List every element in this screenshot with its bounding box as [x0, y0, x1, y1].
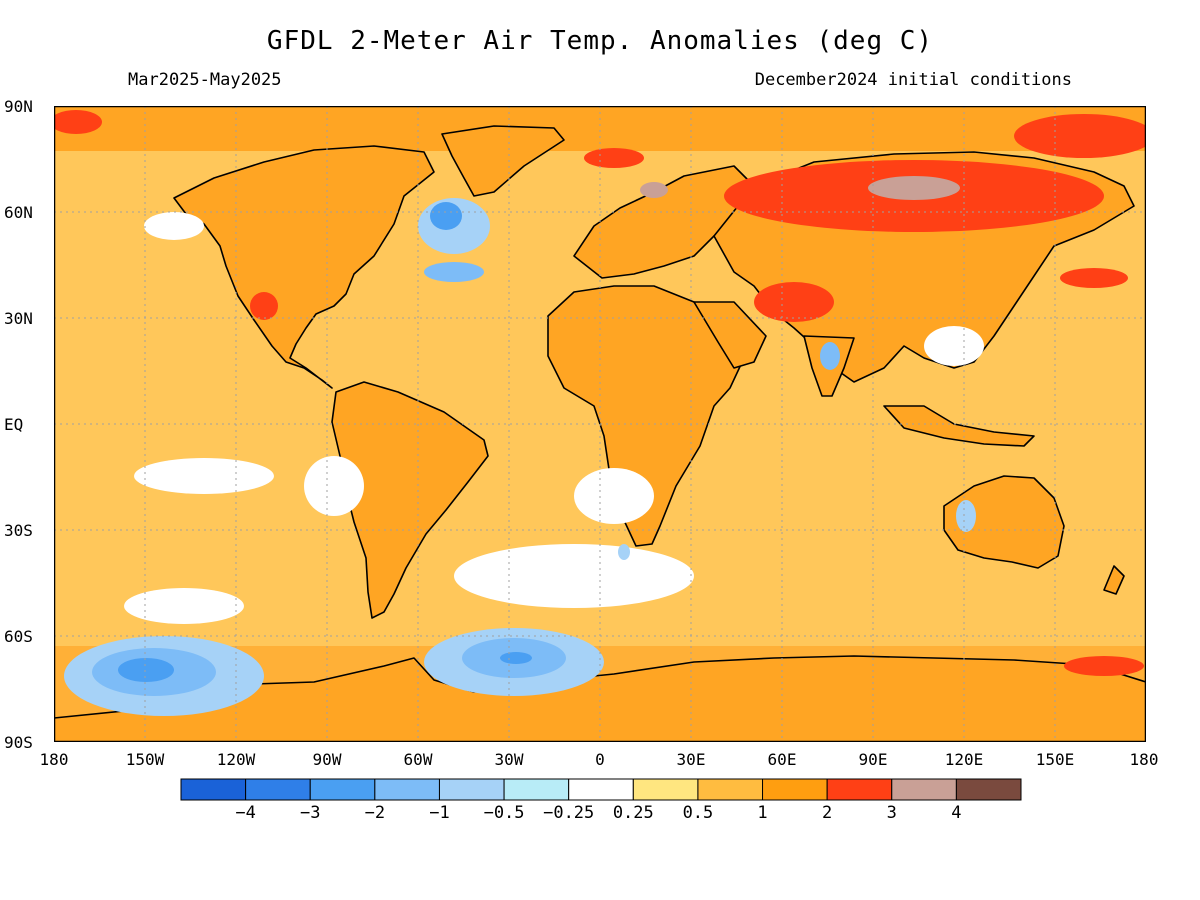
colorbar-tick-label: 3: [886, 803, 897, 823]
africa: [547, 285, 745, 547]
lon-label-120e: 120E: [944, 750, 984, 769]
neutral-south-atlantic: [454, 544, 694, 608]
arabian-peninsula: [693, 301, 767, 369]
lon-label-180e: 180: [1129, 750, 1159, 769]
colorbar-tick-label: 2: [822, 803, 833, 823]
lon-label-180w: 180: [39, 750, 69, 769]
neutral-south-pacific: [124, 588, 244, 624]
hotspot-tibet: [754, 282, 834, 322]
extreme-siberia: [868, 176, 960, 200]
colorbar-swatch: [438, 778, 505, 801]
extreme-scandinavia: [640, 182, 668, 198]
initial-conditions: December2024 initial conditions: [754, 70, 1072, 90]
cold-australia: [956, 500, 976, 532]
neutral-china: [924, 326, 984, 366]
colorbar-swatch: [568, 778, 634, 801]
lat-label-30s: 30S: [4, 521, 33, 540]
lon-label-120w: 120W: [216, 750, 256, 769]
colorbar-swatch: [826, 778, 893, 801]
colorbar-tick-label: 0.25: [612, 803, 654, 823]
hotspot-japan-sea: [1060, 268, 1128, 288]
cold-anomalies: [64, 198, 976, 716]
colorbar-swatch: [180, 778, 247, 801]
cold-labrador-sea-core: [430, 202, 462, 230]
colorbar-tick-label: 1: [757, 803, 768, 823]
lat-label-90s: 90S: [4, 733, 33, 752]
lon-label-30w: 30W: [494, 750, 524, 769]
lon-label-150w: 150W: [125, 750, 165, 769]
colorbar-tick-label: 0.5: [682, 803, 714, 823]
lon-label-90w: 90W: [312, 750, 342, 769]
lat-label-60s: 60S: [4, 627, 33, 646]
colorbar-swatch: [309, 778, 376, 801]
anomaly-map: [54, 106, 1146, 742]
cold-north-atlantic: [424, 262, 484, 282]
colorbar: [180, 778, 1022, 801]
hotspot-antarctic-east: [1064, 656, 1144, 676]
cold-southern-pacific-center: [118, 658, 174, 682]
lat-label-90n: 90N: [4, 97, 33, 116]
indonesia: [883, 405, 1035, 447]
cold-south-africa: [618, 544, 630, 560]
lon-label-150e: 150E: [1035, 750, 1075, 769]
neutral-east-pacific: [304, 456, 364, 516]
hotspot-arctic-west: [54, 110, 102, 134]
colorbar-tick-label: −3: [299, 803, 321, 823]
colorbar-tick-label: −2: [364, 803, 386, 823]
colorbar-swatch: [374, 778, 440, 801]
hotspot-arctic-east: [1014, 114, 1146, 158]
colorbar-tick-label: −0.5: [483, 803, 525, 823]
neutral-tropical-pacific: [134, 458, 274, 494]
australia: [943, 475, 1065, 569]
colorbar-swatch: [245, 778, 311, 801]
lat-label-eq: EQ: [4, 415, 24, 434]
colorbar-swatch: [762, 778, 828, 801]
colorbar-swatch: [955, 778, 1022, 801]
lon-label-60e: 60E: [767, 750, 797, 769]
cold-weddell-sea-center: [500, 652, 532, 664]
neutral-north-pacific: [144, 212, 204, 240]
neutral-anomalies: [124, 212, 984, 624]
hotspot-usa-southwest: [250, 292, 278, 320]
map-title: GFDL 2-Meter Air Temp. Anomalies (deg C): [266, 26, 934, 56]
lon-label-60w: 60W: [403, 750, 433, 769]
lat-label-30n: 30N: [4, 309, 33, 328]
map-frame: [54, 106, 1146, 742]
colorbar-tick-label: −4: [235, 803, 256, 823]
colorbar-swatch: [697, 778, 764, 801]
colorbar-tick-label: −0.25: [543, 803, 595, 823]
cold-india: [820, 342, 840, 370]
lon-label-0: 0: [595, 750, 605, 769]
lon-label-90e: 90E: [858, 750, 888, 769]
colorbar-swatch: [632, 778, 699, 801]
colorbar-tick-label: 4: [951, 803, 962, 823]
lon-label-30e: 30E: [676, 750, 706, 769]
graticule: [54, 106, 1146, 742]
colorbar-swatch: [891, 778, 957, 801]
lat-label-60n: 60N: [4, 203, 33, 222]
hotspot-northwest-russia: [584, 148, 644, 168]
colorbar-swatch: [503, 778, 570, 801]
forecast-season: Mar2025-May2025: [128, 70, 282, 90]
new-zealand: [1103, 565, 1125, 595]
colorbar-tick-label: −1: [429, 803, 450, 823]
neutral-atlantic-mid: [574, 468, 654, 524]
north-america: [173, 145, 435, 389]
